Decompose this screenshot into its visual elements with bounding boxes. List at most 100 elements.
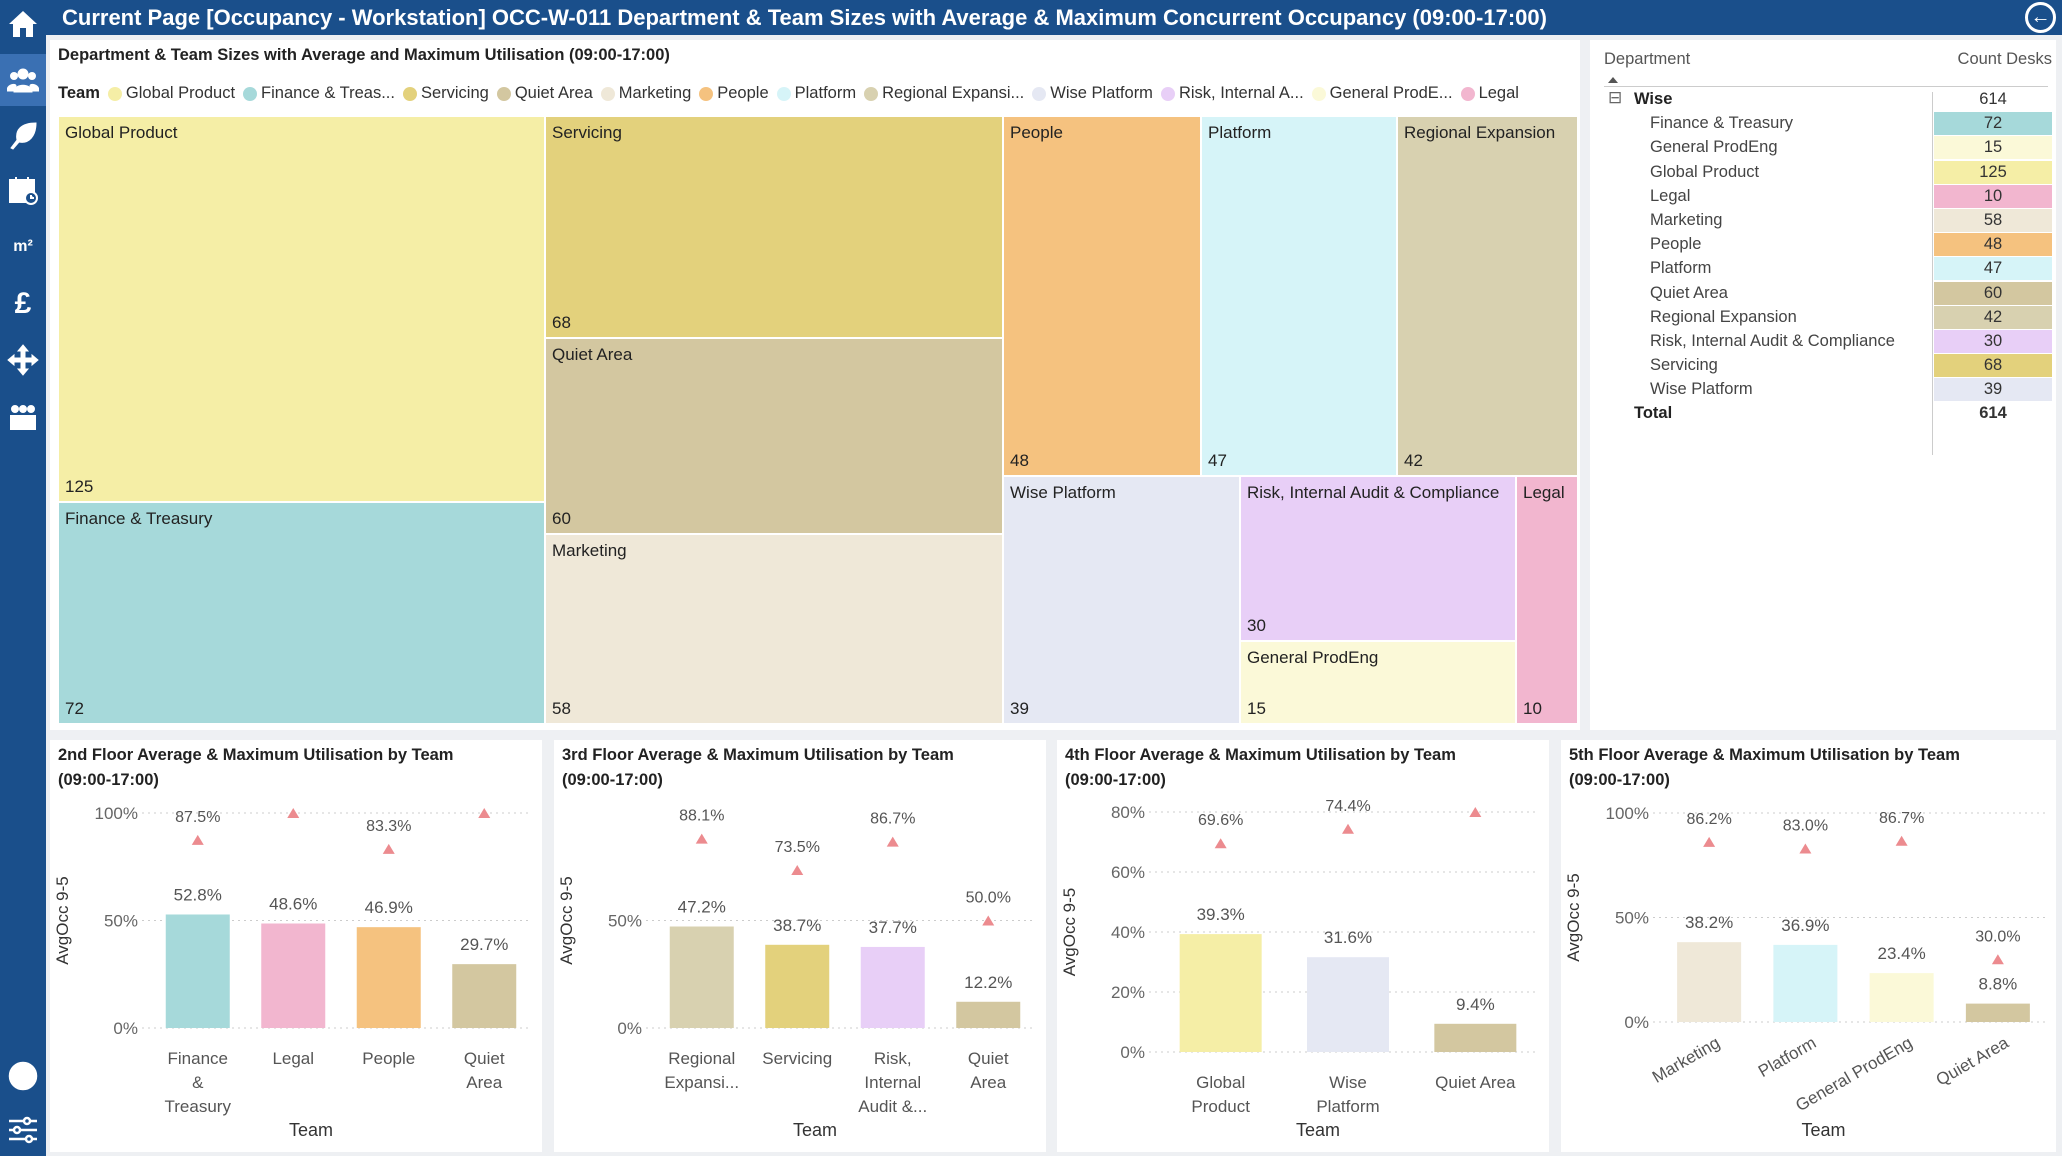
legend-item-people[interactable]: People <box>699 84 769 103</box>
matrix-row-quiet-area[interactable]: Quiet Area 60 <box>1604 281 2052 306</box>
bar-chart-svg: 0% 50% 100% AvgOcc 9-5 Team 38.2% 86.2% Marketi… <box>1564 804 2046 1140</box>
x-tick-label: Legal <box>272 1049 314 1068</box>
legend-item-risk-internal-a[interactable]: Risk, Internal A... <box>1160 84 1304 103</box>
max-marker-icon[interactable] <box>791 864 804 875</box>
sort-caret-icon[interactable] <box>1608 77 1618 83</box>
max-marker-icon[interactable] <box>695 833 708 844</box>
max-marker-icon[interactable] <box>1895 835 1908 846</box>
nav-move[interactable] <box>5 342 41 378</box>
bar[interactable] <box>356 927 421 1028</box>
treemap-tile-marketing[interactable]: Marketing 58 <box>545 534 1003 724</box>
matrix-group-wise[interactable]: Wise 614 ⊟ <box>1604 88 2048 112</box>
max-marker-icon[interactable] <box>191 834 204 845</box>
legend-item-general-prode[interactable]: General ProdE... <box>1311 84 1453 103</box>
matrix-row-general-prodeng[interactable]: General ProdEng 15 <box>1604 136 2052 160</box>
matrix-row-risk-internal-audit-compliance[interactable]: Risk, Internal Audit & Compliance 30 <box>1604 329 2052 354</box>
max-value-label: 83.0% <box>1783 818 1828 835</box>
treemap[interactable]: Global Product 125 Finance & Treasury 72 Ser… <box>58 116 1578 724</box>
matrix-row-platform[interactable]: Platform 47 <box>1604 257 2052 281</box>
matrix-header[interactable]: Department Count Desks <box>1604 48 2052 88</box>
legend-item-marketing[interactable]: Marketing <box>600 84 691 103</box>
treemap-tile-people[interactable]: People 48 <box>1003 116 1201 476</box>
bar[interactable] <box>452 964 517 1028</box>
treemap-tile-legal[interactable]: Legal 10 <box>1516 476 1578 724</box>
legend-item-global-product[interactable]: Global Product <box>107 84 235 103</box>
legend-item-legal[interactable]: Legal <box>1460 84 1519 103</box>
treemap-visual[interactable]: Department & Team Sizes with Average and… <box>50 40 1580 730</box>
max-marker-icon[interactable] <box>1991 954 2004 965</box>
divider <box>1604 86 2048 87</box>
floor-3-chart[interactable]: 3rd Floor Average & Maximum Utilisation … <box>554 740 1046 1152</box>
legend-item-quiet-area[interactable]: Quiet Area <box>496 84 593 103</box>
max-marker-icon[interactable] <box>1342 823 1354 834</box>
bar[interactable] <box>1677 942 1742 1022</box>
max-marker-icon[interactable] <box>1214 838 1227 849</box>
bar[interactable] <box>860 946 925 1028</box>
nav-people[interactable] <box>0 54 46 106</box>
max-marker-icon[interactable] <box>382 843 395 854</box>
treemap-tile-servicing[interactable]: Servicing 68 <box>545 116 1003 338</box>
bar[interactable] <box>956 1001 1021 1028</box>
legend-item-wise-platform[interactable]: Wise Platform <box>1032 84 1153 103</box>
nav-cost[interactable]: £ <box>5 286 41 322</box>
floor-2-chart[interactable]: 2nd Floor Average & Maximum Utilisation … <box>50 740 542 1152</box>
collapse-icon[interactable]: ⊟ <box>1608 88 1623 107</box>
back-button[interactable]: ← <box>2025 2 2056 33</box>
max-marker-icon[interactable] <box>287 808 300 818</box>
tile-label: Servicing <box>552 123 622 142</box>
nav-sustainability[interactable] <box>5 118 41 154</box>
nav-calendar[interactable] <box>5 172 41 208</box>
floor-5-chart[interactable]: 5th Floor Average & Maximum Utilisation … <box>1561 740 2056 1152</box>
legend-item-servicing[interactable]: Servicing <box>402 84 489 103</box>
matrix-row-legal[interactable]: Legal 10 <box>1604 184 2052 209</box>
bar[interactable] <box>1869 973 1934 1022</box>
treemap-tile-finance-treasury[interactable]: Finance & Treasury 72 <box>58 502 545 724</box>
matrix-row-wise-platform[interactable]: Wise Platform 39 <box>1604 378 2052 402</box>
matrix-row-people[interactable]: People 48 <box>1604 233 2052 257</box>
bar[interactable] <box>669 926 734 1028</box>
matrix-row-finance-treasury[interactable]: Finance & Treasury 72 <box>1604 112 2052 136</box>
bar[interactable] <box>1773 944 1838 1022</box>
floor-4-chart[interactable]: 4th Floor Average & Maximum Utilisation … <box>1057 740 1549 1152</box>
x-tick-label: Area <box>970 1073 1006 1092</box>
bar[interactable] <box>1179 934 1262 1052</box>
bar[interactable] <box>1434 1023 1517 1052</box>
legend-item-platform[interactable]: Platform <box>776 84 856 103</box>
legend-item-regional-expansi[interactable]: Regional Expansi... <box>864 84 1024 103</box>
max-marker-icon[interactable] <box>982 915 995 926</box>
bar[interactable] <box>165 914 230 1028</box>
max-marker-icon[interactable] <box>1469 807 1482 817</box>
matrix-value: 39 <box>1934 378 2052 402</box>
nav-info[interactable] <box>5 1058 41 1094</box>
nav-team[interactable] <box>5 400 41 436</box>
treemap-tile-quiet-area[interactable]: Quiet Area 60 <box>545 338 1003 534</box>
matrix-row-marketing[interactable]: Marketing 58 <box>1604 208 2052 233</box>
max-marker-icon[interactable] <box>1703 836 1716 847</box>
matrix-row-servicing[interactable]: Servicing 68 <box>1604 354 2052 378</box>
bar[interactable] <box>261 923 326 1028</box>
nav-filters[interactable] <box>5 1112 41 1148</box>
max-marker-icon[interactable] <box>1799 843 1812 854</box>
treemap-tile-regional-expansion[interactable]: Regional Expansion 42 <box>1397 116 1578 476</box>
treemap-tile-global-product[interactable]: Global Product 125 <box>58 116 545 502</box>
bar[interactable] <box>1965 1003 2030 1022</box>
treemap-tile-platform[interactable]: Platform 47 <box>1201 116 1397 476</box>
matrix-label: Department <box>1604 50 1691 68</box>
bar[interactable] <box>765 944 830 1028</box>
x-tick-label: Wise <box>1329 1073 1367 1092</box>
matrix-row-global-product[interactable]: Global Product 125 <box>1604 160 2052 185</box>
tile-label: Wise Platform <box>1010 483 1116 502</box>
chart-title-line2: (09:00-17:00) <box>1065 771 1166 789</box>
matrix-row-regional-expansion[interactable]: Regional Expansion 42 <box>1604 305 2052 330</box>
max-marker-icon[interactable] <box>478 808 491 818</box>
nav-area[interactable]: m² <box>5 229 41 265</box>
chart-title: 2nd Floor Average & Maximum Utilisation … <box>58 743 538 793</box>
treemap-tile-risk-internal-audit-compliance[interactable]: Risk, Internal Audit & Compliance 30 <box>1240 476 1516 641</box>
nav-home[interactable] <box>5 6 41 42</box>
bar[interactable] <box>1307 957 1389 1052</box>
department-matrix[interactable]: Department Count Desks Wise 614 ⊟ Finance & T… <box>1590 40 2056 730</box>
treemap-tile-wise-platform[interactable]: Wise Platform 39 <box>1003 476 1240 724</box>
max-marker-icon[interactable] <box>886 836 899 847</box>
treemap-tile-general-prodeng[interactable]: General ProdEng 15 <box>1240 641 1516 724</box>
legend-item-finance-treas[interactable]: Finance & Treas... <box>243 84 395 103</box>
